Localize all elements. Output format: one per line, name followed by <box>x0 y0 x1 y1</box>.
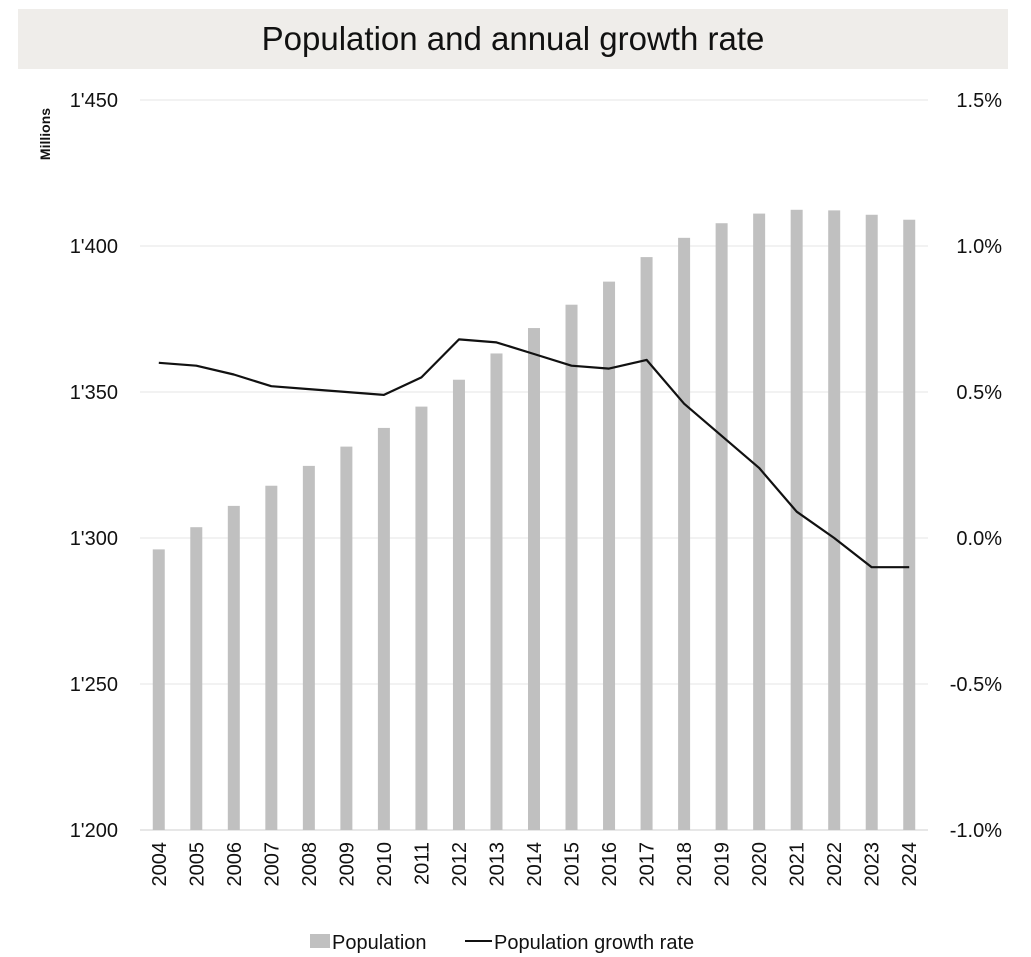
x-tick-label: 2004 <box>149 842 171 887</box>
left-tick-label: 1'400 <box>70 236 118 258</box>
bar-population <box>152 549 165 830</box>
x-tick-label: 2020 <box>749 842 771 887</box>
chart-title-bar: Population and annual growth rate <box>18 9 1008 69</box>
right-tick-label: -0.5% <box>950 674 1002 696</box>
bar-population <box>340 446 353 830</box>
x-tick-label: 2013 <box>486 842 508 887</box>
x-tick-label: 2022 <box>824 842 846 887</box>
left-tick-label: 1'450 <box>70 90 118 112</box>
x-tick-label: 2016 <box>599 842 621 887</box>
x-tick-label: 2010 <box>374 842 396 887</box>
bar-population <box>490 353 503 830</box>
x-tick-label: 2021 <box>787 842 809 887</box>
bar-population <box>865 214 878 831</box>
legend: Population Population growth rate <box>310 932 694 954</box>
bar-population <box>415 406 428 830</box>
y-axis-unit-label: Millions <box>37 108 53 160</box>
x-tick-label: 2023 <box>862 842 884 887</box>
bar-population <box>265 485 278 830</box>
right-axis-tick-labels: 1.5% 1.0% 0.5% 0.0% -0.5% -1.0% <box>950 90 1002 842</box>
bar-population <box>603 281 616 830</box>
x-tick-label: 2015 <box>562 842 584 887</box>
left-axis-tick-labels: 1'450 1'400 1'350 1'300 1'250 1'200 <box>70 90 118 842</box>
legend-swatch-population <box>310 934 330 948</box>
bar-population <box>715 223 728 830</box>
line-growth-rate <box>158 338 910 569</box>
bar-population <box>903 219 916 831</box>
x-tick-label: 2009 <box>336 842 358 887</box>
bar-population <box>227 505 240 830</box>
bar-series-population <box>152 209 916 831</box>
right-tick-label: -1.0% <box>950 820 1002 842</box>
legend-label-growth-rate: Population growth rate <box>494 932 694 954</box>
left-tick-label: 1'250 <box>70 674 118 696</box>
right-tick-label: 0.0% <box>956 528 1002 550</box>
x-axis-tick-labels: 2004 2005 2006 2007 2008 2009 2010 2011 2012 2013… <box>149 842 921 887</box>
bar-population <box>753 213 766 830</box>
right-tick-label: 0.5% <box>956 382 1002 404</box>
bar-population <box>828 210 841 831</box>
left-tick-label: 1'200 <box>70 820 118 842</box>
x-tick-label: 2006 <box>224 842 246 887</box>
right-tick-label: 1.5% <box>956 90 1002 112</box>
x-tick-label: 2018 <box>674 842 696 887</box>
x-tick-label: 2012 <box>449 842 471 887</box>
bar-population <box>302 465 315 830</box>
bar-population <box>565 304 578 830</box>
bar-population <box>190 527 203 830</box>
bar-population <box>452 379 465 830</box>
left-tick-label: 1'350 <box>70 382 118 404</box>
x-tick-label: 2024 <box>899 842 921 887</box>
left-tick-label: 1'300 <box>70 528 118 550</box>
bar-population <box>377 427 390 830</box>
chart-title: Population and annual growth rate <box>261 20 765 57</box>
x-tick-label: 2005 <box>186 842 208 887</box>
x-tick-label: 2019 <box>712 842 734 887</box>
x-tick-label: 2008 <box>299 842 321 887</box>
x-tick-label: 2011 <box>411 842 433 885</box>
x-tick-label: 2017 <box>637 842 659 887</box>
bar-population <box>678 237 691 831</box>
line-series-growth-rate <box>158 338 910 569</box>
bar-population <box>790 209 803 831</box>
legend-label-population: Population <box>332 932 427 954</box>
x-tick-label: 2014 <box>524 842 546 887</box>
right-tick-label: 1.0% <box>956 236 1002 258</box>
x-tick-label: 2007 <box>261 842 283 887</box>
bar-population <box>640 257 653 830</box>
bar-population <box>528 328 540 830</box>
